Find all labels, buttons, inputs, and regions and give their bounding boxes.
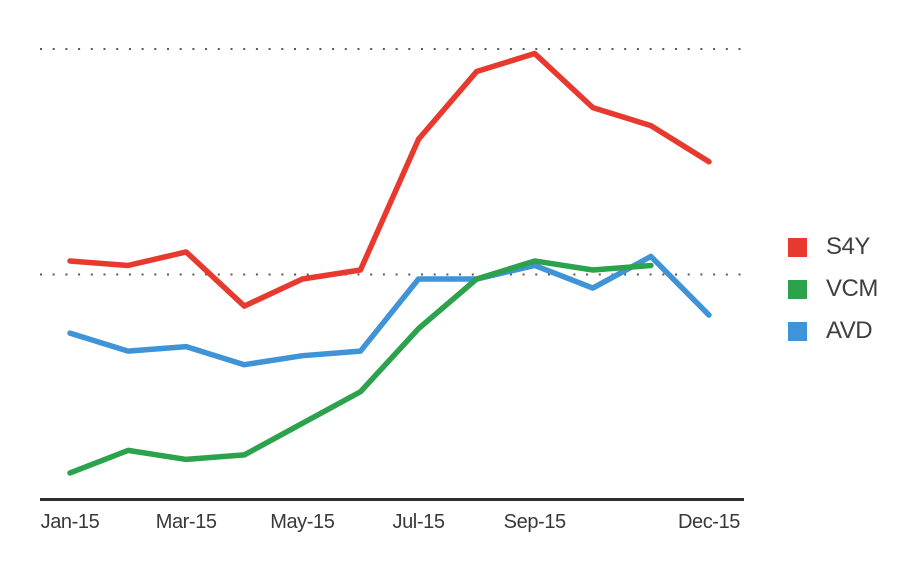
x-axis-label: Jan-15 bbox=[40, 511, 100, 533]
x-axis-label: Mar-15 bbox=[155, 511, 217, 533]
legend-swatch-s4y-icon bbox=[788, 237, 807, 257]
legend: S4Y VCM AVD bbox=[788, 235, 878, 361]
x-axis-label: May-15 bbox=[270, 511, 335, 533]
legend-label-s4y: S4Y bbox=[826, 233, 870, 260]
legend-label-vcm: VCM bbox=[826, 275, 878, 302]
series-line-s4y bbox=[67, 50, 712, 309]
legend-item-vcm: VCM bbox=[788, 277, 878, 301]
series-line-avd bbox=[67, 253, 712, 368]
series-line-vcm bbox=[67, 258, 654, 476]
legend-item-avd: AVD bbox=[788, 319, 878, 343]
legend-swatch-avd-icon bbox=[788, 321, 807, 341]
x-axis-label: Jul-15 bbox=[392, 511, 445, 533]
legend-label-avd: AVD bbox=[826, 317, 873, 344]
legend-item-s4y: S4Y bbox=[788, 235, 878, 259]
x-axis-label: Dec-15 bbox=[677, 511, 741, 533]
legend-swatch-vcm-icon bbox=[788, 279, 807, 299]
x-axis-label: Sep-15 bbox=[503, 511, 566, 533]
